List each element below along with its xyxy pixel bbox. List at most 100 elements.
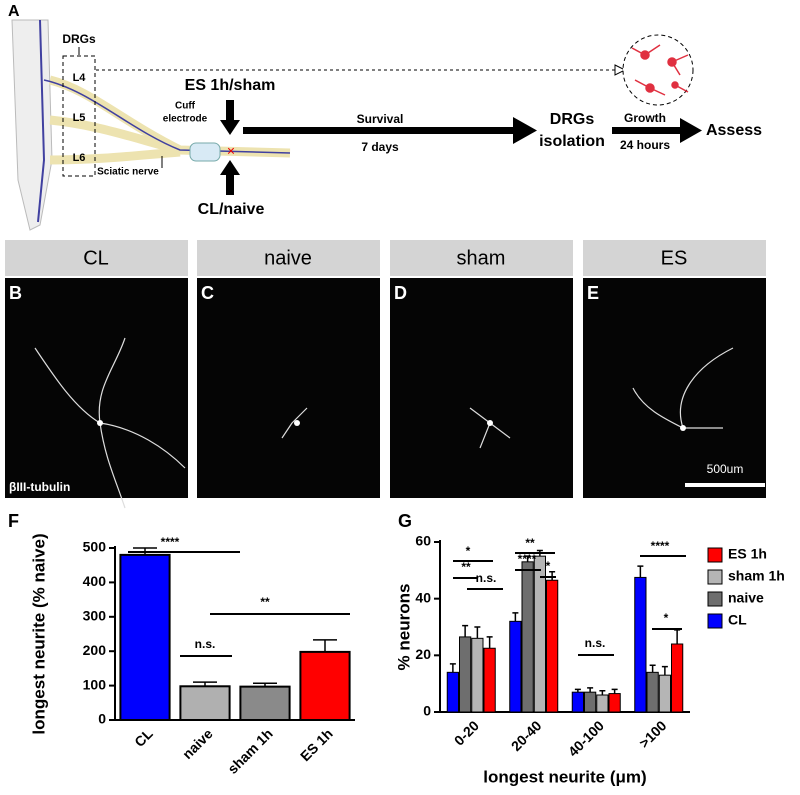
bar (658, 674, 671, 713)
arrow-down (220, 100, 240, 135)
survival-time: 7 days (361, 140, 399, 154)
bar (471, 637, 484, 713)
significance-label: **** (518, 552, 537, 566)
significance-label: ** (525, 536, 535, 550)
bar (299, 650, 351, 721)
bar (533, 555, 546, 713)
error-bar (599, 690, 606, 695)
error-bar (587, 687, 594, 693)
legend-label: ES 1h (728, 546, 767, 562)
significance-label: * (466, 544, 471, 558)
y-tick-label: 500 (83, 539, 107, 555)
arrow (243, 127, 515, 134)
legend-swatch (707, 547, 723, 563)
error-bar (462, 624, 469, 637)
x-tick-label: ES 1h (297, 725, 336, 764)
panel-label: A (8, 3, 20, 20)
y-tick-label: 40 (415, 589, 431, 605)
x-tick-label: 20-40 (508, 717, 545, 754)
micrograph (390, 278, 573, 498)
significance-label: **** (651, 539, 670, 553)
neurons-icon (631, 44, 689, 96)
error-bar (649, 664, 656, 673)
bar (483, 647, 496, 713)
soma (294, 420, 300, 426)
arrow (612, 127, 682, 134)
isolation-label: DRGs (550, 111, 595, 128)
nerve (49, 115, 182, 155)
y-tick-label: 0 (98, 711, 106, 727)
panel-title: CL (83, 247, 109, 269)
scale-bar (685, 483, 765, 487)
y-axis-label: % neurons (394, 584, 413, 671)
axon (43, 79, 291, 154)
lesion: × (227, 143, 235, 159)
neurites (632, 347, 734, 429)
neurites (34, 337, 186, 509)
legend-swatch (707, 591, 723, 607)
x-tick-label: >100 (636, 717, 670, 751)
bar (671, 643, 684, 713)
bar (546, 579, 559, 713)
error-bar (611, 688, 618, 694)
bar (608, 693, 621, 713)
error-bar (313, 639, 337, 652)
legend-swatch (707, 613, 723, 629)
soma (97, 420, 103, 426)
micrograph (5, 278, 188, 498)
bar (571, 691, 584, 713)
x-tick-label: naive (179, 725, 216, 762)
bar (446, 671, 459, 713)
error-bar (449, 663, 456, 673)
cuff (189, 142, 221, 162)
level-label: L6 (73, 152, 86, 164)
x-tick-label: sham 1h (224, 725, 275, 776)
bar (119, 553, 171, 721)
panel-title: sham (457, 247, 506, 269)
bar (459, 636, 472, 713)
nerve (49, 147, 181, 165)
y-tick-label: 100 (83, 676, 107, 692)
significance-label: n.s. (195, 637, 216, 651)
cord-axon (37, 19, 46, 223)
assess-label: Assess (706, 122, 762, 139)
survival-label: Survival (357, 112, 404, 126)
bar (509, 620, 522, 713)
stain-label: βIII-tubulin (9, 480, 70, 494)
y-tick-label: 20 (415, 646, 431, 662)
bar (521, 561, 534, 713)
significance-label: n.s. (476, 571, 497, 585)
x-tick-label: 0-20 (451, 717, 482, 748)
cuff-label: electrode (163, 114, 208, 125)
panel-header (197, 240, 380, 276)
y-tick-label: 200 (83, 642, 107, 658)
micrograph (197, 278, 380, 498)
bar (584, 691, 597, 713)
error-bar (512, 612, 519, 622)
bar (634, 576, 647, 713)
arrow-up (220, 160, 240, 195)
significance-label: * (546, 559, 551, 573)
level-label: L5 (73, 112, 86, 124)
bar (596, 694, 609, 713)
control-label: CL/naive (198, 201, 265, 218)
micrograph (583, 278, 766, 498)
x-axis-label: longest neurite (μm) (483, 767, 646, 786)
panel-label: C (201, 283, 214, 303)
panel-title: naive (264, 247, 312, 269)
significance-label: ** (260, 595, 270, 609)
error-bar (661, 665, 668, 676)
drg-box (62, 55, 96, 177)
legend-label: naive (728, 590, 764, 606)
arrowhead (513, 117, 537, 144)
neurites (469, 407, 511, 449)
y-tick-label: 300 (83, 608, 107, 624)
significance-label: * (664, 611, 669, 625)
neurites (281, 407, 308, 439)
y-tick-label: 400 (83, 573, 107, 589)
panel-label: B (9, 283, 22, 303)
bar (179, 685, 231, 722)
